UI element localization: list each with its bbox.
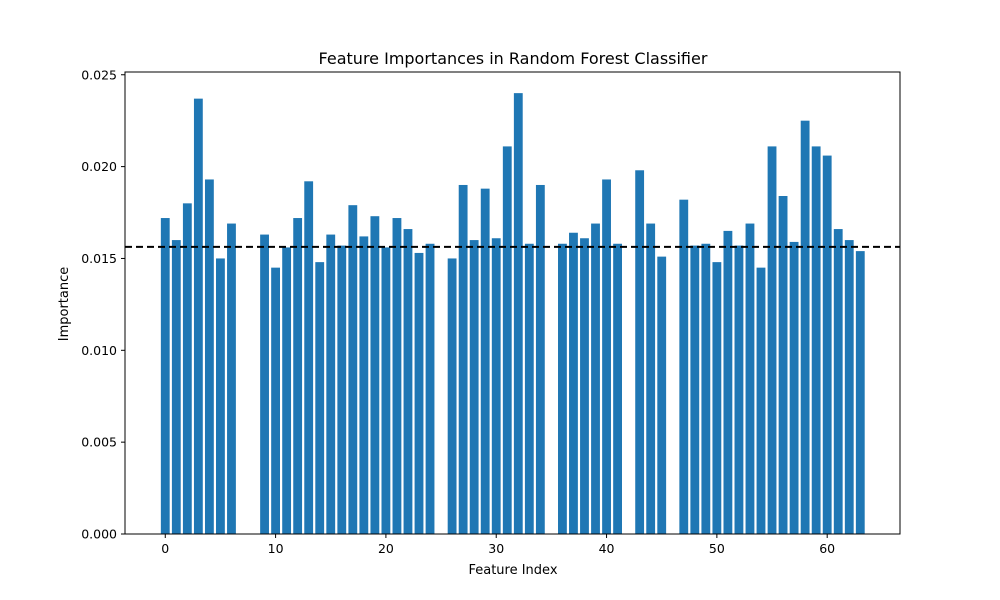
x-tick-label: 30	[488, 541, 504, 556]
bar-feature-17	[348, 205, 358, 534]
y-tick-label: 0.015	[81, 251, 117, 266]
bar-feature-24	[425, 243, 435, 534]
bar-feature-28	[469, 240, 479, 534]
bar-feature-58	[800, 120, 810, 535]
bars-group	[160, 93, 865, 535]
bar-feature-52	[734, 245, 744, 534]
bar-feature-26	[447, 258, 457, 534]
bar-feature-1	[171, 240, 181, 534]
x-tick-label: 20	[378, 541, 394, 556]
bar-feature-38	[580, 238, 589, 534]
bar-feature-40	[602, 179, 611, 534]
x-tick-label: 50	[709, 541, 725, 556]
bar-feature-60	[822, 155, 832, 534]
bar-feature-9	[260, 234, 269, 534]
bar-feature-27	[458, 184, 468, 534]
bar-feature-5	[216, 258, 225, 534]
y-axis-label: Importance	[57, 267, 72, 342]
bar-feature-57	[789, 241, 799, 535]
x-tick-label: 10	[268, 541, 284, 556]
bar-feature-14	[315, 262, 325, 534]
bar-feature-53	[745, 223, 755, 535]
bar-feature-2	[182, 203, 192, 534]
bar-feature-51	[723, 230, 733, 534]
bar-feature-20	[381, 247, 391, 534]
y-tick-label: 0.005	[81, 435, 117, 450]
bar-feature-54	[756, 267, 766, 534]
bar-feature-43	[635, 170, 645, 534]
bar-feature-44	[646, 223, 656, 535]
bar-feature-3	[193, 98, 203, 534]
bar-feature-56	[778, 196, 788, 534]
bar-feature-15	[326, 234, 336, 534]
bar-feature-48	[690, 245, 700, 534]
bar-feature-61	[833, 229, 843, 534]
bar-feature-50	[712, 262, 722, 534]
bar-feature-16	[337, 245, 347, 534]
x-tick-label: 60	[819, 541, 835, 556]
bar-feature-13	[304, 181, 314, 535]
bar-feature-29	[480, 188, 490, 534]
bar-feature-0	[160, 218, 170, 535]
bar-feature-45	[657, 256, 667, 534]
bar-feature-19	[370, 216, 380, 534]
plot-frame	[124, 71, 901, 535]
y-tick-label: 0.020	[81, 159, 117, 174]
bar-feature-33	[524, 243, 534, 534]
y-tick-label: 0.000	[81, 527, 117, 542]
x-tick-label: 40	[599, 541, 615, 556]
bar-feature-36	[558, 243, 567, 534]
bar-feature-11	[282, 247, 292, 534]
bar-feature-22	[403, 229, 413, 534]
bar-feature-62	[844, 240, 854, 534]
bar-feature-4	[204, 179, 214, 534]
y-axis-ticks: 0.000 0.005 0.010 0.015 0.020 0.025	[81, 67, 125, 542]
x-tick-label: 0	[161, 541, 169, 556]
bar-feature-37	[569, 232, 578, 535]
bar-feature-55	[767, 146, 777, 534]
bar-feature-10	[271, 267, 280, 534]
bar-feature-59	[811, 146, 821, 534]
bar-feature-63	[855, 251, 865, 535]
bar-feature-34	[535, 184, 545, 534]
chart-title: Feature Importances in Random Forest Cla…	[319, 49, 708, 68]
bar-feature-18	[359, 236, 369, 534]
bar-feature-49	[701, 243, 711, 534]
bar-feature-30	[491, 238, 501, 534]
bar-feature-21	[392, 218, 402, 535]
x-axis-label: Feature Index	[468, 563, 557, 578]
bar-feature-6	[227, 223, 236, 535]
bar-feature-32	[513, 93, 523, 534]
bar-feature-41	[613, 243, 622, 534]
bar-feature-31	[502, 146, 512, 534]
y-tick-label: 0.025	[81, 67, 117, 82]
bar-feature-12	[293, 218, 303, 535]
bar-feature-23	[414, 252, 424, 534]
bar-feature-47	[679, 199, 689, 535]
y-tick-label: 0.010	[81, 343, 117, 358]
bar-feature-39	[591, 223, 600, 535]
x-axis-ticks: 0 10 20 30 40 50 60	[161, 534, 835, 556]
